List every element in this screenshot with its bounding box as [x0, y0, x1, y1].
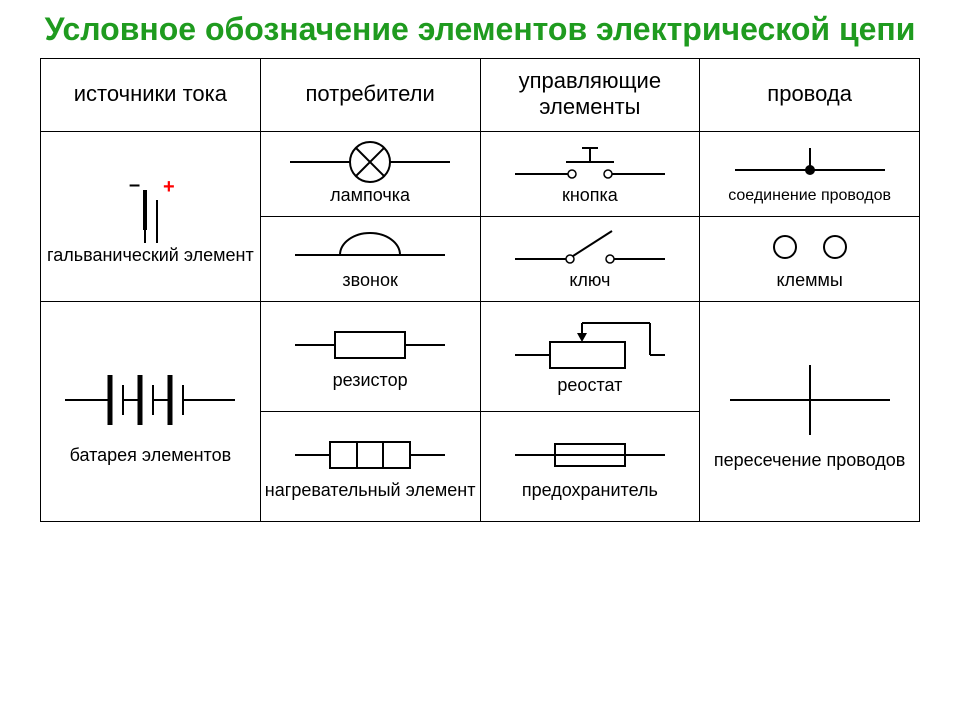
cell-switch: ключ: [480, 217, 700, 302]
fuse-icon: [500, 430, 680, 480]
svg-text:+: +: [163, 176, 175, 198]
cell-bell: звонок: [260, 217, 480, 302]
terminals-icon: [720, 225, 900, 270]
crossing-icon: [715, 350, 905, 450]
resistor-icon: [280, 320, 460, 370]
rheostat-label: реостат: [557, 375, 622, 396]
svg-text:–: –: [129, 174, 140, 196]
fuse-label: предохранитель: [522, 480, 658, 501]
rheostat-icon: [500, 315, 680, 375]
header-wires: провода: [700, 59, 920, 132]
battery-label: батарея элементов: [70, 445, 232, 466]
lamp-icon: [280, 140, 460, 185]
galvanic-cell-label: гальванический элемент: [47, 245, 254, 266]
cell-fuse: предохранитель: [480, 412, 700, 522]
symbols-table: источники тока потребители управляющие э…: [40, 58, 920, 522]
header-sources: источники тока: [41, 59, 261, 132]
crossing-label: пересечение проводов: [714, 450, 905, 471]
lamp-label: лампочка: [330, 185, 410, 206]
switch-label: ключ: [569, 270, 610, 291]
heater-icon: [280, 430, 460, 480]
resistor-label: резистор: [333, 370, 408, 391]
galvanic-cell-icon: – +: [75, 165, 225, 245]
cell-heater: нагревательный элемент: [260, 412, 480, 522]
battery-icon: [55, 355, 245, 445]
cell-junction: соединение проводов: [700, 132, 920, 217]
switch-icon: [500, 225, 680, 270]
cell-crossing: пересечение проводов: [700, 302, 920, 522]
header-controls: управляющие элементы: [480, 59, 700, 132]
heater-label: нагревательный элемент: [265, 480, 476, 501]
header-consumers: потребители: [260, 59, 480, 132]
button-label: кнопка: [562, 185, 618, 206]
cell-lamp: лампочка: [260, 132, 480, 217]
junction-icon: [720, 142, 900, 187]
cell-galvanic: – + гальванический элемент: [41, 132, 261, 302]
bell-label: звонок: [342, 270, 397, 291]
junction-label: соединение проводов: [728, 187, 891, 205]
cell-rheostat: реостат: [480, 302, 700, 412]
bell-icon: [280, 225, 460, 270]
button-icon: [500, 140, 680, 185]
cell-battery: батарея элементов: [41, 302, 261, 522]
cell-terminals: клеммы: [700, 217, 920, 302]
cell-resistor: резистор: [260, 302, 480, 412]
page-title: Условное обозначение элементов электриче…: [40, 10, 920, 48]
cell-button: кнопка: [480, 132, 700, 217]
terminals-label: клеммы: [776, 270, 842, 291]
